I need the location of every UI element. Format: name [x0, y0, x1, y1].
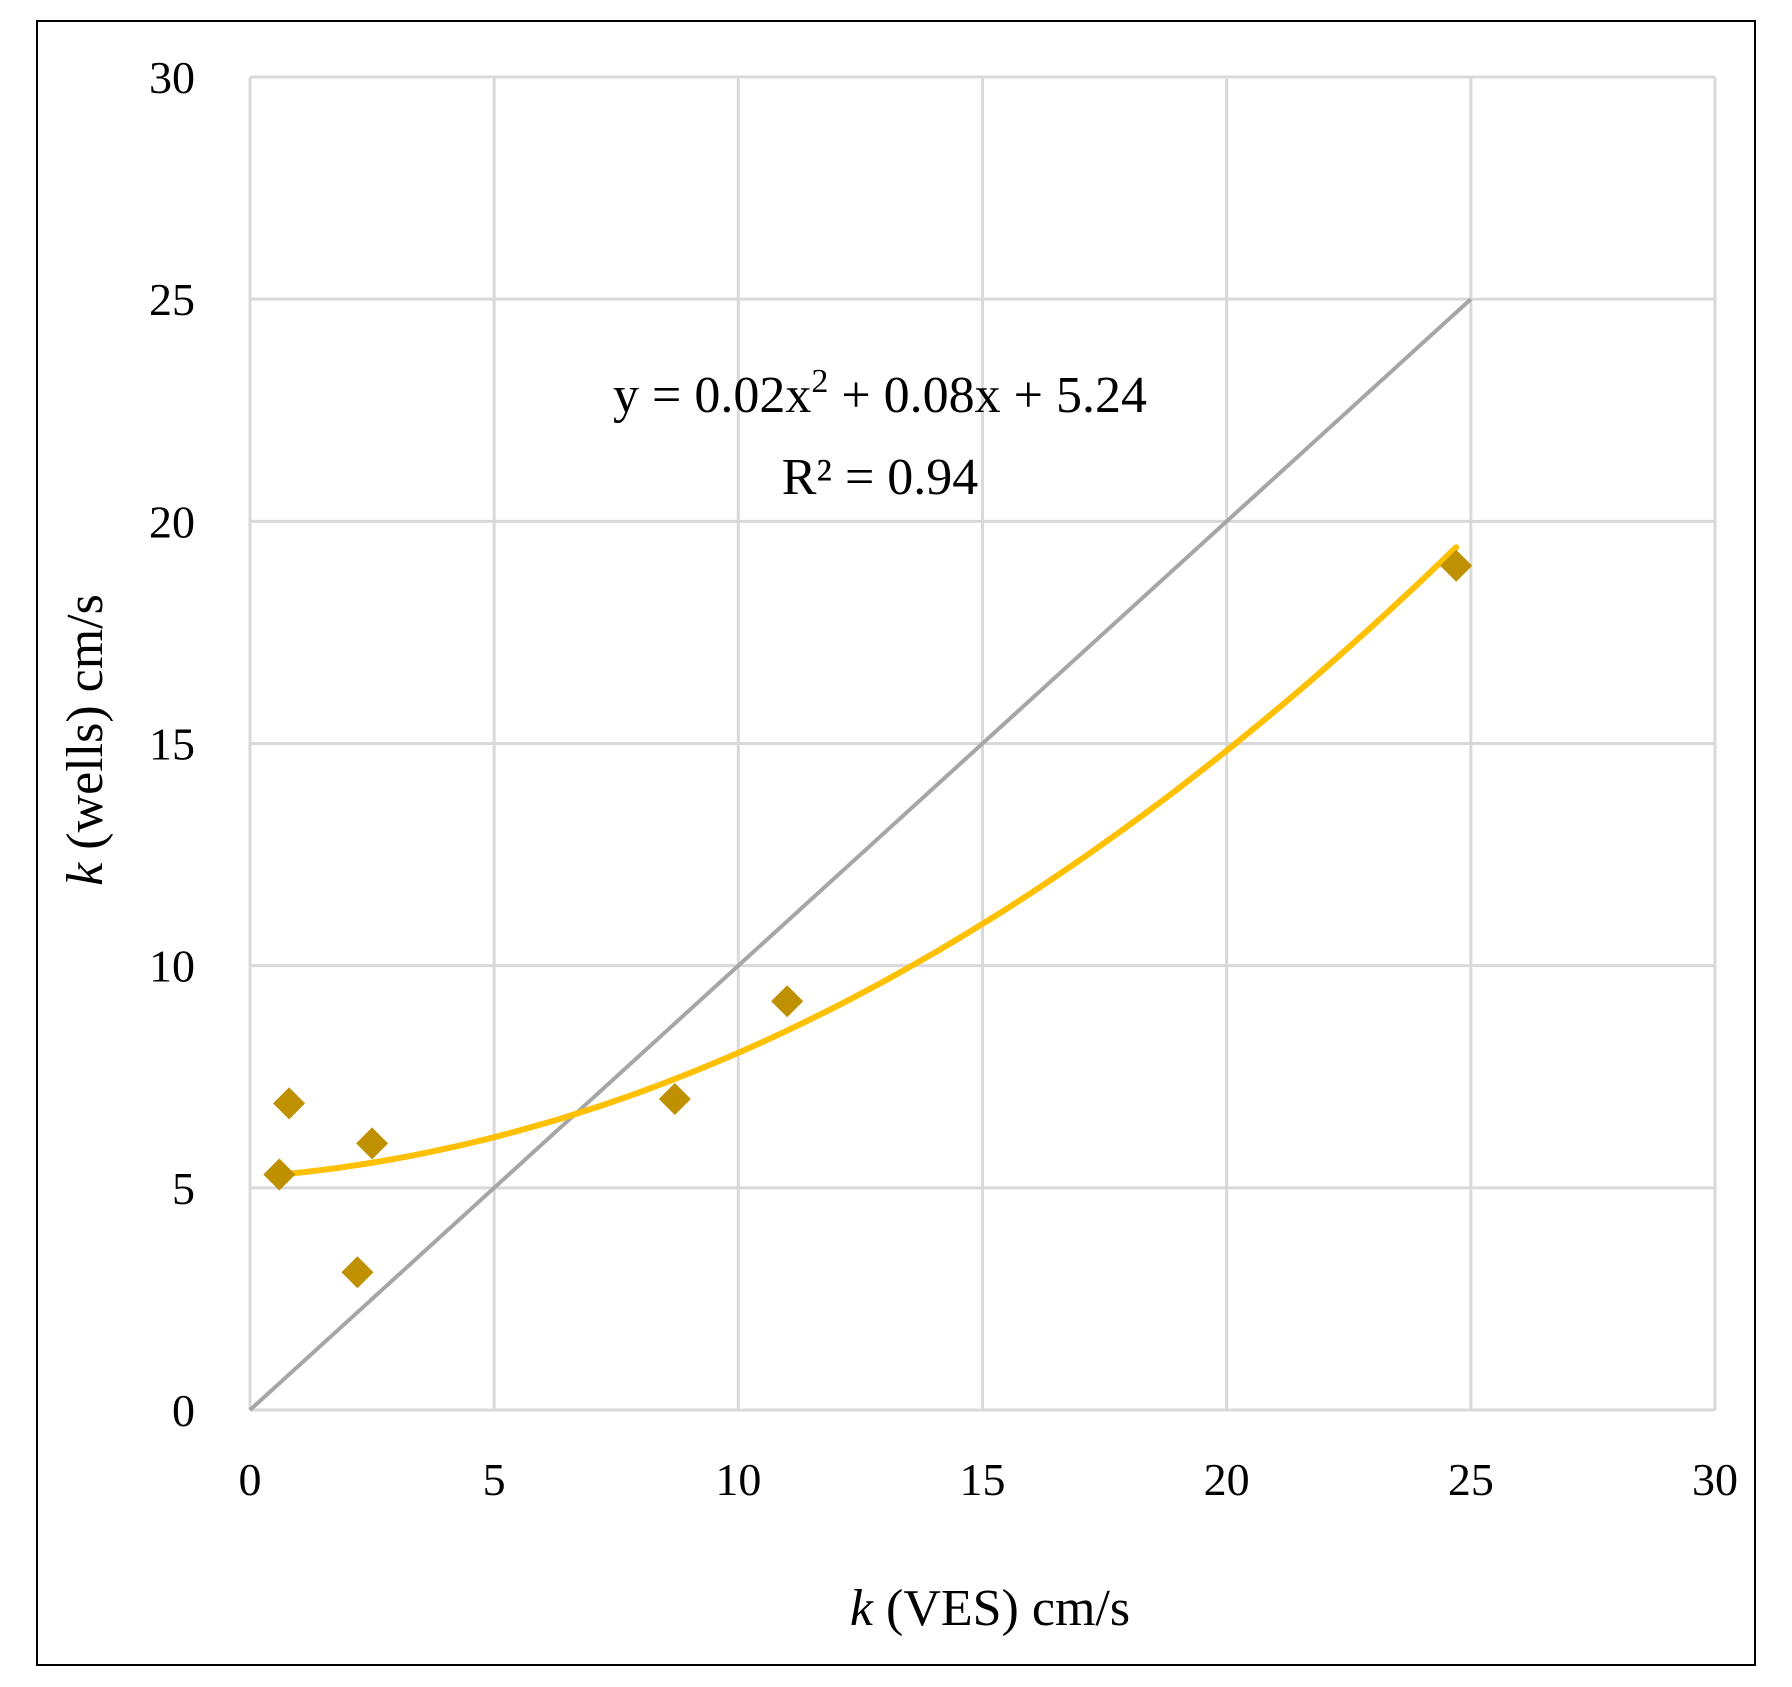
x-axis-title: k (VES) cm/s — [850, 1580, 1130, 1637]
data-point — [263, 1158, 296, 1191]
tick-labels: 0 5 10 15 20 25 30 0 5 10 15 20 25 30 — [149, 52, 1738, 1505]
data-point — [341, 1256, 374, 1289]
x-tick-label: 25 — [1448, 1454, 1494, 1505]
y-tick-label: 25 — [149, 274, 195, 325]
y-tick-label: 15 — [149, 719, 195, 770]
trendline-group — [276, 544, 1460, 1178]
x-tick-label: 10 — [715, 1454, 761, 1505]
y-axis-title: k (wells) cm/s — [57, 594, 114, 886]
data-point — [771, 985, 804, 1018]
x-tick-label: 0 — [239, 1454, 262, 1505]
one-to-one-line — [248, 297, 1473, 1412]
data-point — [658, 1082, 691, 1115]
y-tick-label: 30 — [149, 52, 195, 103]
x-tick-label: 20 — [1204, 1454, 1250, 1505]
data-points — [263, 549, 1473, 1289]
r-squared-label: R² = 0.94 — [782, 449, 979, 506]
reference-line-group — [248, 297, 1473, 1412]
data-point — [273, 1087, 306, 1120]
data-point — [1440, 549, 1473, 582]
x-tick-label: 15 — [960, 1454, 1006, 1505]
trendline-equation: y = 0.02x2 + 0.08x + 5.24 — [613, 363, 1147, 424]
y-tick-label: 0 — [172, 1385, 195, 1436]
y-tick-label: 10 — [149, 941, 195, 992]
x-tick-label: 5 — [483, 1454, 506, 1505]
x-tick-label: 30 — [1692, 1454, 1738, 1505]
y-tick-label: 20 — [149, 496, 195, 547]
data-point — [356, 1127, 389, 1160]
y-tick-label: 5 — [172, 1163, 195, 1214]
polynomial-trendline — [276, 544, 1460, 1178]
